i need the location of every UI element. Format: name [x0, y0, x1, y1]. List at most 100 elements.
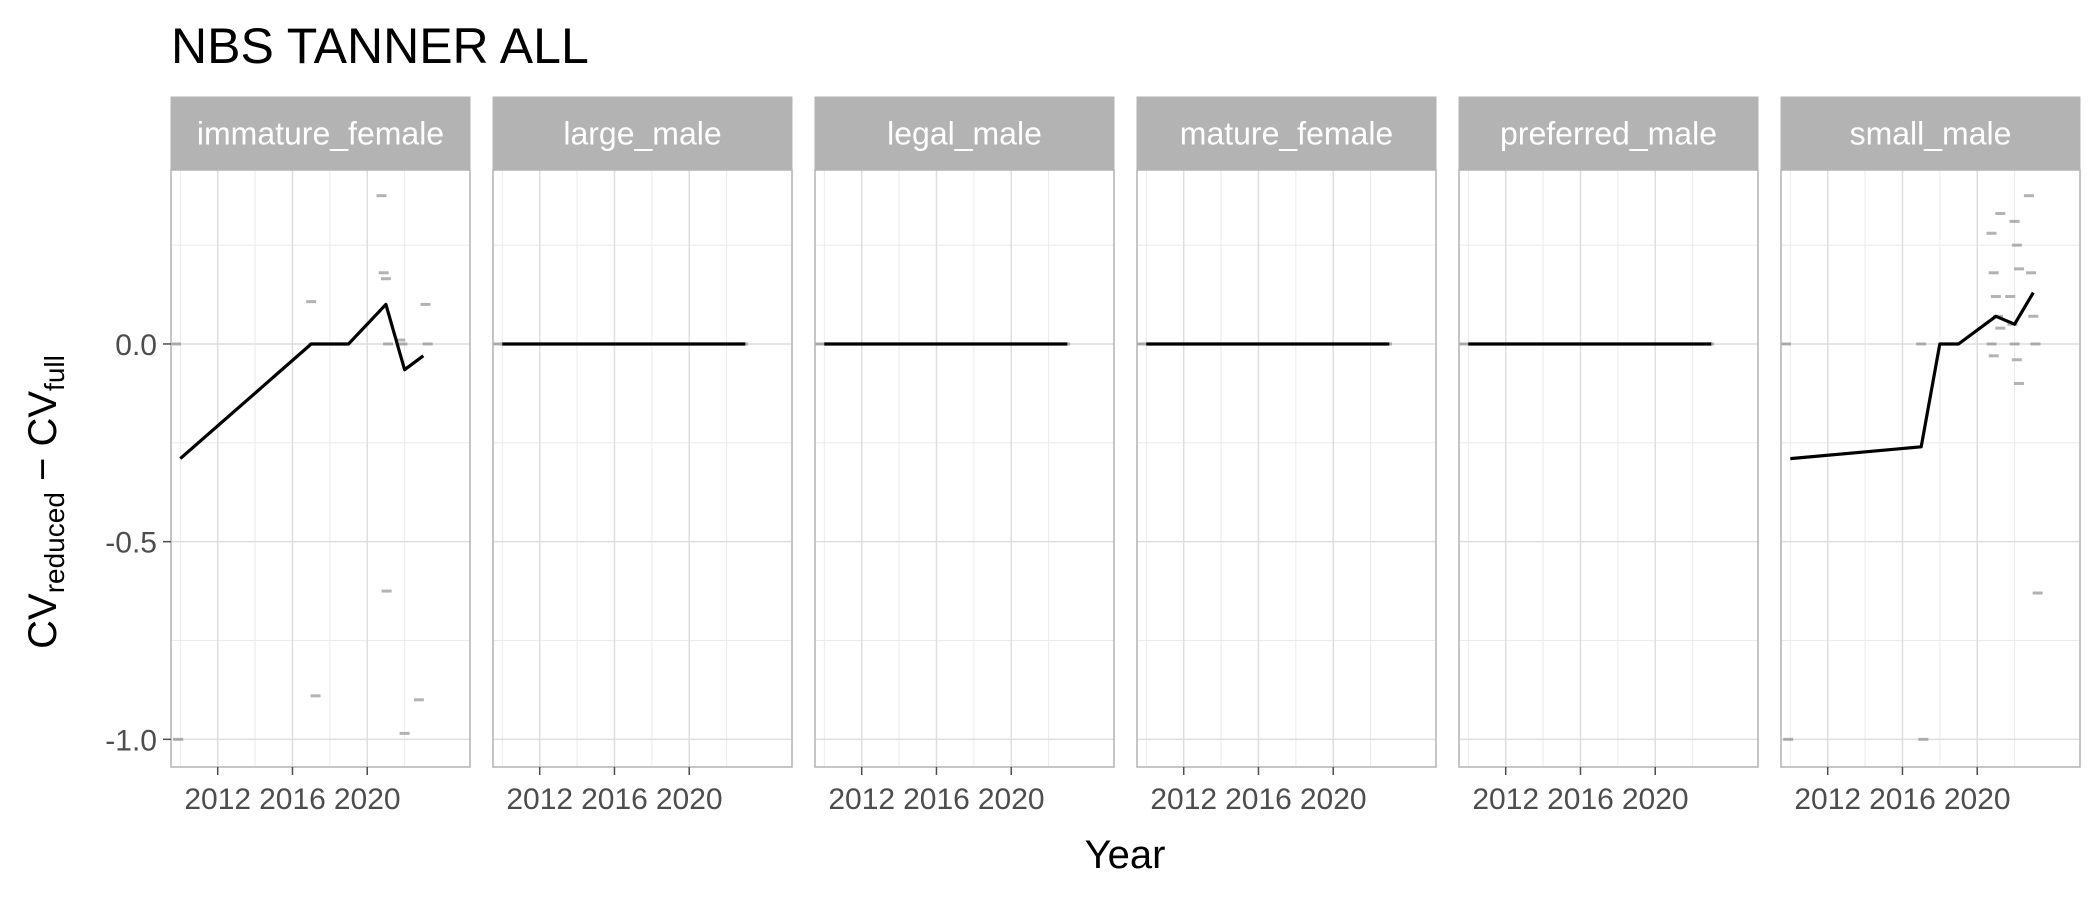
facet-strip-label: immature_female: [197, 116, 444, 152]
data-point: [1916, 342, 1927, 346]
series-line: [1790, 291, 2035, 461]
facet-panel-legal-male: legal_male 2012 2016 2020: [814, 96, 1115, 816]
series-line: [179, 302, 425, 460]
panel-background: [1459, 170, 1758, 767]
x-tick-label: 2016: [259, 783, 326, 816]
data-point: [2013, 381, 2024, 385]
y-axis-title-minus: −: [21, 447, 65, 493]
panel-border: [1780, 169, 2081, 768]
data-point: [1986, 231, 1997, 235]
x-tick-label: 2020: [334, 783, 401, 816]
x-tick-label: 2012: [1472, 783, 1539, 816]
data-point: [2030, 342, 2041, 346]
data-point: [2013, 267, 2024, 271]
facet-panel-mature-female: mature_female 2012 2016 2020: [1136, 96, 1437, 816]
x-tick-label: 2016: [1869, 783, 1936, 816]
data-point: [1988, 354, 1999, 358]
x-tick-label: 2016: [903, 783, 970, 816]
facet-strip: [1136, 96, 1437, 171]
data-point: [1990, 295, 2001, 299]
data-point: [422, 342, 433, 346]
x-tick-label: 2016: [581, 783, 648, 816]
y-axis-title-cv-full: CV: [21, 391, 65, 447]
x-tick-label: 2012: [506, 783, 573, 816]
data-point: [383, 342, 394, 346]
facet-strip-label: preferred_male: [1500, 116, 1717, 152]
facet-panel-preferred-male: preferred_male 2012 2016 2020: [1458, 96, 1759, 816]
y-axis-title: CVreduced − CVfull: [21, 355, 70, 649]
x-tick-label: 2012: [1794, 783, 1861, 816]
data-point: [378, 271, 389, 275]
facet-strip: [170, 96, 471, 171]
panel-border: [1458, 169, 1759, 768]
data-point: [397, 342, 408, 346]
panel-border: [814, 169, 1115, 768]
data-point: [2026, 271, 2037, 275]
data-point: [170, 342, 181, 346]
data-point: [1780, 342, 1791, 346]
data-point: [381, 589, 392, 593]
panel-border: [492, 169, 793, 768]
data-point: [1136, 342, 1147, 346]
data-point: [492, 342, 503, 346]
facet-strip: [1780, 96, 2081, 171]
panel-background: [493, 170, 792, 767]
panel-border: [1136, 169, 1437, 768]
y-axis-title-cv-reduced: CV: [21, 593, 65, 649]
data-point: [1995, 326, 2006, 330]
x-tick-label: 2012: [184, 783, 251, 816]
data-point: [173, 737, 184, 741]
data-point: [2009, 342, 2020, 346]
data-point: [1988, 271, 1999, 275]
data-point: [2011, 358, 2022, 362]
panel-background: [1137, 170, 1436, 767]
facet-panel-large-male: large_male 2012 2016 2020: [492, 96, 793, 816]
x-tick-label: 2020: [1300, 783, 1367, 816]
panel-background: [815, 170, 1114, 767]
facet-strip-label: small_male: [1850, 116, 2012, 152]
data-point: [814, 342, 825, 346]
panel-background: [171, 170, 470, 767]
y-tick-label: -0.5: [105, 527, 157, 560]
facet-strip-label: mature_female: [1180, 116, 1393, 152]
y-tick-label: 0.0: [115, 329, 157, 362]
x-tick-label: 2012: [828, 783, 895, 816]
x-axis-title: Year: [1085, 833, 1166, 877]
x-tick-label: 2020: [656, 783, 723, 816]
data-point: [2005, 295, 2016, 299]
data-point: [1458, 342, 1469, 346]
data-point: [2023, 194, 2034, 198]
chart-title: NBS TANNER ALL: [171, 18, 589, 74]
data-point: [1986, 342, 1997, 346]
data-point: [2009, 219, 2020, 223]
x-tick-label: 2012: [1150, 783, 1217, 816]
data-point: [1995, 211, 2006, 215]
facet-strip: [492, 96, 793, 171]
data-point: [376, 194, 387, 198]
data-point: [395, 338, 406, 342]
data-point: [1783, 737, 1794, 741]
data-point: [399, 731, 410, 735]
facet-strip-label: large_male: [563, 116, 721, 152]
panel-border: [170, 169, 471, 768]
x-tick-label: 2020: [1944, 783, 2011, 816]
x-tick-label: 2020: [978, 783, 1045, 816]
data-point: [413, 698, 424, 702]
data-point: [2011, 243, 2022, 247]
y-tick-label: -1.0: [105, 724, 157, 757]
data-point: [2028, 314, 2039, 318]
data-point: [306, 300, 317, 304]
facet-strip-label: legal_male: [887, 116, 1042, 152]
data-point: [310, 694, 321, 698]
facet-strip: [1458, 96, 1759, 171]
facet-panel-small-male: small_male 2012 2016 2020: [1780, 96, 2081, 816]
data-point: [1918, 737, 1929, 741]
data-point: [380, 277, 391, 281]
data-point: [420, 302, 431, 306]
y-axis-title-sub-reduced: reduced: [39, 492, 70, 593]
facet-strip: [814, 96, 1115, 171]
panel-background: [1781, 170, 2080, 767]
x-tick-label: 2016: [1547, 783, 1614, 816]
x-tick-label: 2016: [1225, 783, 1292, 816]
